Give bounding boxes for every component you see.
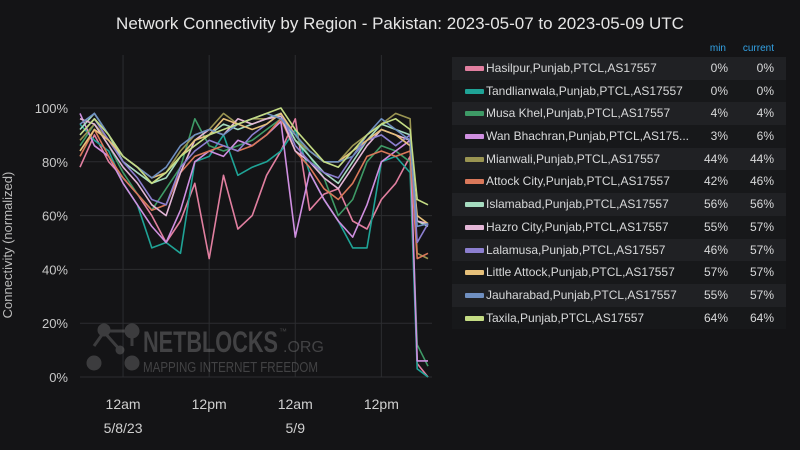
legend-current-value: 57% [749,242,774,257]
legend-swatch [465,134,484,140]
legend-series-name: Wan Bhachran,Punjab,PTCL,AS175... [486,129,690,144]
x-tick-label: 12pm [192,396,227,412]
legend-current-value: 57% [749,219,774,234]
watermark-tagline: MAPPING INTERNET FREEDOM [143,359,318,376]
legend-swatch [465,270,484,276]
legend-row[interactable]: Hazro City,Punjab,PTCL,AS17557 55% 57% [452,215,786,239]
legend-current-value: 56% [749,197,774,212]
legend-series-name: Attock City,Punjab,PTCL,AS17557 [486,174,670,189]
legend-min-value: 64% [703,310,728,325]
legend-series-name: Tandlianwala,Punjab,PTCL,AS17557 [486,83,683,98]
legend-current-value: 64% [749,310,774,325]
netblocks-logo-icon [86,323,140,371]
watermark-brand: NETBLOCKS [143,326,278,359]
legend-swatch [465,247,484,253]
legend-series-name: Musa Khel,Punjab,PTCL,AS17557 [486,106,671,121]
legend-swatch [465,66,484,71]
legend-min-value: 0% [710,61,728,75]
x-tick-label: 12am [106,396,141,412]
legend-row[interactable]: Tandlianwala,Punjab,PTCL,AS17557 0% 0% [452,79,786,103]
legend-min-value: 42% [703,174,728,189]
netblocks-watermark: NETBLOCKS ™ .ORG MAPPING INTERNET FREEDO… [86,323,324,376]
legend-swatch [465,179,484,185]
legend-current-value: 46% [749,174,774,189]
y-tick-label: 60% [42,209,68,224]
watermark-tld: .ORG [283,339,324,356]
series-line-8 [79,112,429,244]
line-chart: NETBLOCKS ™ .ORG MAPPING INTERNET FREEDO… [0,55,432,436]
legend-min-value: 44% [703,151,728,166]
legend-series-name: Lalamusa,Punjab,PTCL,AS17557 [486,242,666,257]
legend-current-value: 0% [756,83,774,98]
legend-row[interactable]: Little Attock,Punjab,PTCL,AS17557 57% 57% [452,261,786,284]
legend-series-name: Jauharabad,Punjab,PTCL,AS17557 [486,287,677,302]
legend-swatch [465,292,484,298]
series-line-1 [79,123,429,378]
watermark-tm: ™ [279,327,287,336]
legend-min-value: 4% [710,106,728,121]
legend-series-name: Hasilpur,Punjab,PTCL,AS17557 [486,61,657,75]
legend-min-value: 56% [703,197,728,212]
legend: min current Hasilpur,Punjab,PTCL,AS17557… [452,40,786,330]
legend-series-name: Little Attock,Punjab,PTCL,AS17557 [486,265,675,280]
series-line-7 [79,115,429,225]
legend-row[interactable]: Jauharabad,Punjab,PTCL,AS17557 55% 57% [452,283,786,307]
y-tick-label: 20% [42,316,68,331]
legend-min-value: 55% [703,287,728,302]
legend-current-value: 6% [756,129,774,144]
y-axis-label: Connectivity (normalized) [0,172,15,319]
series-line-5 [79,118,429,260]
legend-min-value: 46% [703,242,728,257]
legend-row[interactable]: Islamabad,Punjab,PTCL,AS17557 56% 56% [452,193,786,216]
legend-current-value: 57% [749,265,774,280]
y-tick-label: 100% [35,101,69,116]
legend-min-value: 57% [703,265,728,280]
legend-header: min current [452,40,786,57]
legend-swatch [465,202,484,208]
legend-header-min[interactable]: min [709,43,726,54]
axes: 0% 20% 40% 60% 80% 100% 12am 5/8/23 12pm 12am 5/9 1… [35,101,399,436]
x-tick-sublabel: 5/9 [286,420,306,436]
legend-row[interactable]: Mianwali,Punjab,PTCL,AS17557 44% 44% [452,147,786,171]
legend-swatch [465,156,484,162]
legend-row[interactable]: Lalamusa,Punjab,PTCL,AS17557 46% 57% [452,238,786,262]
legend-series-name: Mianwali,Punjab,PTCL,AS17557 [486,151,661,166]
y-tick-label: 40% [42,262,68,277]
legend-min-value: 55% [703,219,728,234]
chart-title: Network Connectivity by Region - Pakista… [116,14,684,33]
y-tick-label: 0% [49,370,68,385]
legend-row[interactable]: Hasilpur,Punjab,PTCL,AS17557 0% 0% [452,57,786,80]
legend-row[interactable]: Attock City,Punjab,PTCL,AS17557 42% 46% [452,170,786,194]
series-lines [79,107,429,378]
x-tick-sublabel: 5/8/23 [104,420,143,436]
legend-min-value: 3% [710,129,728,144]
legend-current-value: 44% [749,151,774,166]
legend-current-value: 4% [756,106,774,121]
legend-row[interactable]: Wan Bhachran,Punjab,PTCL,AS175... 3% 6% [452,125,786,148]
legend-current-value: 57% [749,287,774,302]
legend-series-name: Islamabad,Punjab,PTCL,AS17557 [486,197,669,212]
legend-swatch [465,111,484,117]
legend-series-name: Taxila,Punjab,PTCL,AS17557 [486,310,645,325]
legend-row[interactable]: Musa Khel,Punjab,PTCL,AS17557 4% 4% [452,102,786,126]
y-tick-label: 80% [42,155,68,170]
legend-row[interactable]: Taxila,Punjab,PTCL,AS17557 64% 64% [452,306,786,330]
legend-current-value: 0% [756,61,774,75]
legend-min-value: 0% [710,83,728,98]
legend-swatch [465,224,484,230]
x-tick-label: 12am [278,396,313,412]
legend-header-current[interactable]: current [742,43,774,54]
x-tick-label: 12pm [364,396,399,412]
legend-series-name: Hazro City,Punjab,PTCL,AS17557 [486,219,669,234]
legend-swatch [465,315,484,321]
legend-swatch [465,88,484,94]
series-line-11 [79,107,429,206]
